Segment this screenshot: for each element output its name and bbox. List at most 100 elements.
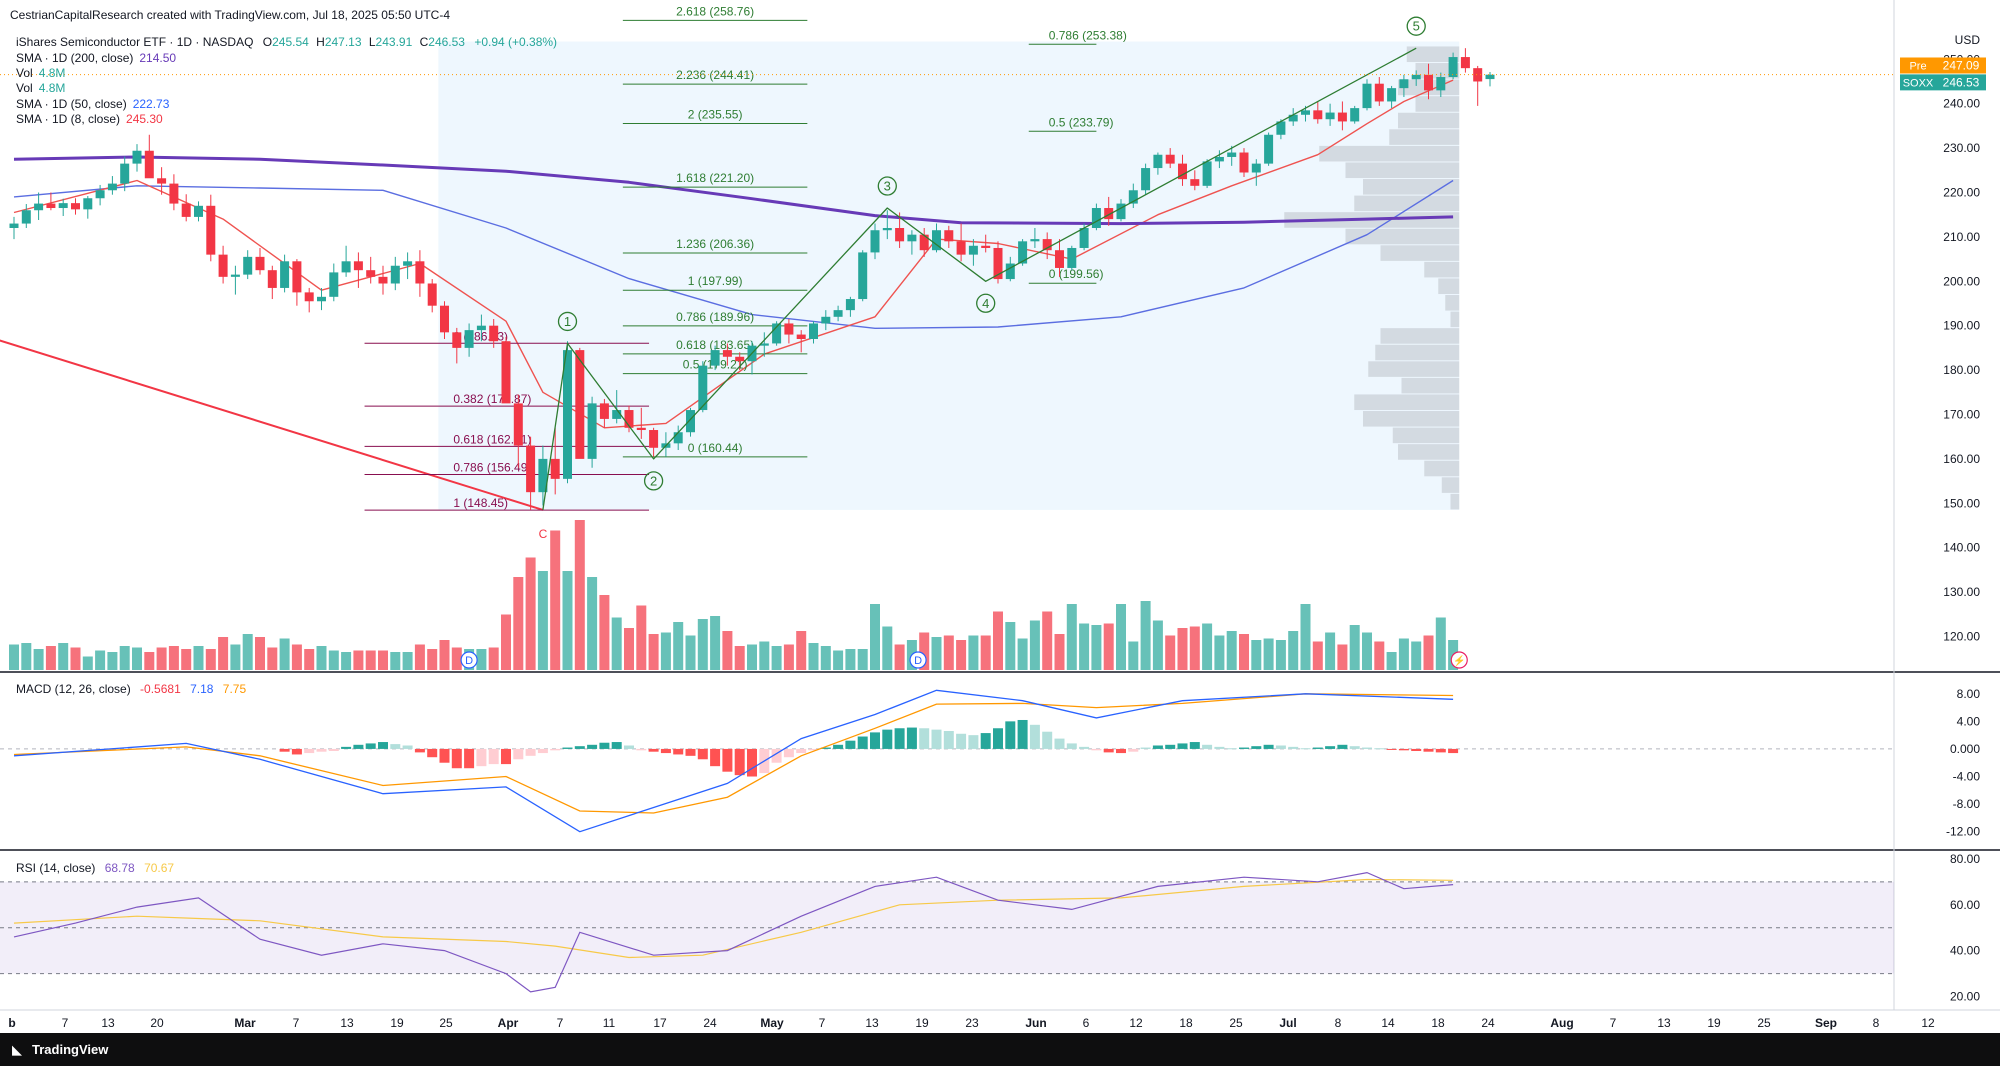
candle xyxy=(329,263,339,302)
macd-histogram-bar xyxy=(808,748,819,751)
volume-bar xyxy=(291,644,302,670)
macd-histogram-bar xyxy=(1226,748,1237,750)
candle-body xyxy=(1116,203,1126,220)
candle-body xyxy=(403,261,413,266)
candle xyxy=(427,279,437,313)
legend-vol-1[interactable]: Vol 4.8M xyxy=(16,66,66,80)
candle xyxy=(464,323,474,357)
candle xyxy=(1153,152,1163,175)
candle xyxy=(845,296,855,317)
macd-histogram-bar xyxy=(956,733,967,749)
volume-bar xyxy=(1165,635,1176,670)
candle-body xyxy=(1424,74,1433,91)
candle-body xyxy=(944,230,954,242)
macd-histogram-bar xyxy=(488,748,499,765)
volume-bar xyxy=(1349,625,1360,670)
macd-legend[interactable]: MACD (12, 26, close) -0.5681 7.18 7.75 xyxy=(16,682,247,696)
candle-body xyxy=(255,256,265,271)
candle xyxy=(513,394,523,468)
candle-body xyxy=(710,350,720,366)
macd-histogram-bar xyxy=(1374,748,1385,750)
tradingview-logo-icon: ◣ xyxy=(12,1042,22,1057)
legend-vol-2[interactable]: Vol 4.8M xyxy=(16,81,66,95)
volume-bar xyxy=(1202,623,1213,670)
volume-bar xyxy=(33,649,44,670)
volume-bar xyxy=(119,646,130,670)
pre-price-tag-label-bg xyxy=(1900,57,1936,74)
volume-profile-bar xyxy=(1375,344,1460,361)
candle xyxy=(1374,77,1384,106)
volume-bar xyxy=(218,637,229,670)
time-tick-label: 6 xyxy=(1083,1016,1090,1030)
volume-bar xyxy=(378,650,388,670)
candle xyxy=(440,301,449,339)
volume-profile-bar xyxy=(1380,328,1460,344)
candle-body xyxy=(870,230,880,253)
macd-line xyxy=(13,689,1454,833)
volume-bar xyxy=(943,635,954,670)
candle xyxy=(280,254,290,293)
macd-histogram-bar xyxy=(328,748,339,752)
macd-histogram-bar xyxy=(1005,721,1016,749)
rsi-legend[interactable]: RSI (14, close) 68.78 70.67 xyxy=(16,861,175,875)
candle xyxy=(1190,170,1200,191)
symbol-legend: iShares Semiconductor ETF · 1D · NASDAQ … xyxy=(16,35,558,49)
price-tick-label: 230.00 xyxy=(1943,141,1980,155)
time-tick-label: 13 xyxy=(340,1016,354,1030)
time-tick-label: 24 xyxy=(703,1016,717,1030)
candle xyxy=(858,250,868,302)
candle-body xyxy=(538,458,548,493)
candle-body xyxy=(1042,239,1052,251)
candle-body xyxy=(58,203,68,209)
macd-histogram-bar xyxy=(833,744,844,749)
candle xyxy=(722,343,732,366)
candle-body xyxy=(587,403,597,459)
candle xyxy=(366,256,376,284)
time-tick-label: Apr xyxy=(498,1016,519,1030)
candle-body xyxy=(563,350,572,479)
legend-sma50[interactable]: SMA · 1D (50, close) 222.73 xyxy=(16,97,170,111)
candle xyxy=(132,144,142,172)
volume-bar xyxy=(1128,641,1139,670)
last-price-tag-value-bg xyxy=(1936,74,1986,91)
volume-bar xyxy=(1288,631,1299,670)
macd-histogram-bar xyxy=(1263,744,1274,749)
fib-label: 0.786 (156.49) xyxy=(453,460,531,474)
chart-canvas[interactable]: 0 (186.03) 0.382 (171.87) 0.618 (162.81) 0.… xyxy=(0,0,2000,1033)
candle-body xyxy=(317,296,326,302)
sma50-value: 222.73 xyxy=(132,97,170,111)
candle xyxy=(58,198,68,217)
macd-histogram-bar xyxy=(1239,747,1249,749)
candle xyxy=(759,332,769,357)
rsi-tick-label: 40.00 xyxy=(1950,944,1980,958)
macd-histogram-bar xyxy=(587,744,598,749)
time-tick-label: 7 xyxy=(62,1016,69,1030)
volume-bar xyxy=(414,644,425,670)
candle-body xyxy=(1325,112,1335,120)
legend-sma8[interactable]: SMA · 1D (8, close) 245.30 xyxy=(16,112,163,126)
macd-histogram-bar xyxy=(1165,744,1176,749)
time-tick-label: 19 xyxy=(1707,1016,1721,1030)
volume-bar xyxy=(1435,617,1446,670)
volume-bar xyxy=(599,595,610,670)
macd-histogram-bar xyxy=(414,748,425,753)
candle-body xyxy=(759,343,769,346)
candle-body xyxy=(919,234,929,251)
volume-bar xyxy=(439,640,450,670)
dividend-marker-icon xyxy=(460,651,478,669)
candle xyxy=(1030,228,1040,248)
volume-bar xyxy=(168,646,179,670)
high-value: 247.13 xyxy=(324,35,362,49)
fib-label: 0 (160.44) xyxy=(688,441,743,455)
candle-body xyxy=(809,323,818,339)
fib-label: 1 (197.99) xyxy=(688,274,743,288)
volume-profile-bar xyxy=(1363,179,1460,195)
macd-histogram-bar xyxy=(1435,748,1446,753)
legend-sma200[interactable]: SMA · 1D (200, close) 214.50 xyxy=(16,51,177,65)
macd-histogram-bar xyxy=(1202,744,1213,749)
volume-bar xyxy=(956,640,967,670)
macd-histogram-bar xyxy=(1116,748,1126,754)
volume-profile-bar xyxy=(1380,245,1460,261)
candle xyxy=(956,223,966,262)
time-tick-label: 8 xyxy=(1873,1016,1880,1030)
